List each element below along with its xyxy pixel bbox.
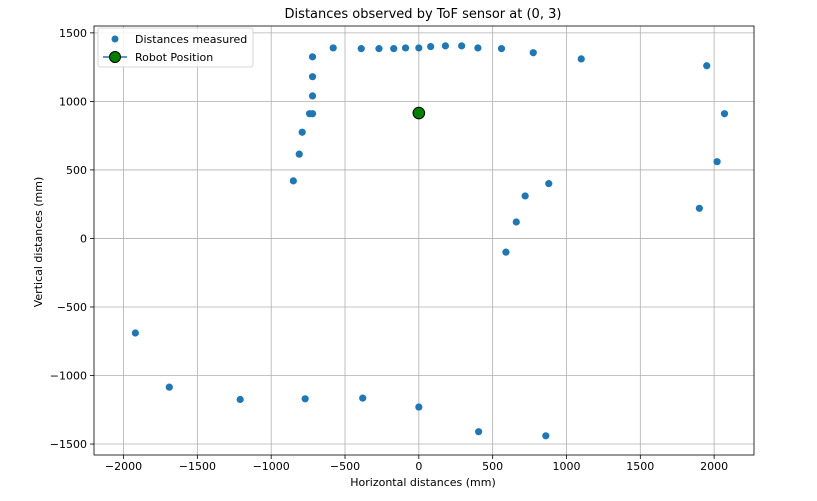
y-tick-label: 0 [80, 232, 87, 245]
x-tick-label: 1500 [626, 460, 654, 473]
distance-point [545, 180, 553, 188]
distance-point [542, 432, 550, 440]
distance-point [308, 110, 317, 118]
robot-position-point [412, 106, 426, 120]
distance-point [401, 44, 410, 52]
x-tick-label: 2000 [700, 460, 728, 473]
distance-point [165, 383, 173, 391]
distance-point [512, 218, 520, 226]
y-tick-label: −500 [57, 301, 87, 314]
distance-point [390, 45, 398, 53]
distance-point [474, 44, 482, 52]
y-axis-label: Vertical distances (mm) [32, 177, 45, 308]
distance-point [720, 110, 729, 118]
distance-point [529, 49, 537, 57]
distance-point [502, 248, 510, 256]
legend-box [97, 27, 254, 68]
distance-point [521, 192, 529, 200]
x-tick-label: 500 [482, 460, 503, 473]
legend-label-distances: Distances measured [135, 33, 247, 46]
y-tick-label: 1000 [59, 95, 87, 108]
y-tick-label: −1500 [50, 438, 87, 451]
distance-point [703, 62, 711, 70]
distance-point [359, 394, 367, 402]
distance-point [301, 395, 309, 403]
distance-point [357, 45, 365, 53]
distance-point [695, 204, 703, 212]
x-tick-label: −2000 [105, 460, 142, 473]
distance-point [713, 158, 721, 166]
distance-point [289, 177, 297, 185]
y-tick-label: −1000 [50, 370, 87, 383]
series-layer [131, 42, 729, 440]
distance-point [375, 45, 383, 53]
plot-frame [93, 25, 755, 456]
legend-marker-robot [109, 51, 121, 63]
distance-point [308, 73, 317, 81]
y-tick-label: 500 [66, 164, 87, 177]
distance-point [497, 45, 506, 53]
distance-point [427, 42, 435, 51]
x-tick-label: −500 [330, 460, 360, 473]
x-tick-label: −1000 [253, 460, 290, 473]
legend-label-robot: Robot Position [135, 51, 213, 64]
legend: Distances measured Robot Position [97, 27, 254, 68]
distance-point [308, 53, 317, 61]
distance-point [131, 329, 139, 337]
distance-point [415, 403, 423, 411]
grid-lines [94, 26, 754, 455]
chart-title: Distances observed by ToF sensor at (0, … [285, 7, 562, 22]
x-tick-label: 1000 [552, 460, 580, 473]
distance-point [441, 42, 450, 50]
x-tick-label: −1500 [179, 460, 216, 473]
axis-ticks: −2000 −1500 −1000 −500 0 500 1000 1500 2000 −1500… [50, 27, 728, 473]
y-tick-label: 1500 [59, 27, 87, 40]
distance-point [298, 128, 306, 136]
distance-point [475, 428, 483, 436]
x-axis-label: Horizontal distances (mm) [350, 476, 496, 489]
distance-point [295, 150, 303, 158]
legend-marker-distances [111, 35, 119, 43]
distance-point [308, 92, 317, 100]
distance-point [458, 42, 466, 50]
distance-point [329, 44, 337, 52]
distance-point [577, 55, 585, 63]
distance-point [236, 395, 244, 404]
distance-point [415, 44, 423, 52]
x-tick-label: 0 [415, 460, 422, 473]
